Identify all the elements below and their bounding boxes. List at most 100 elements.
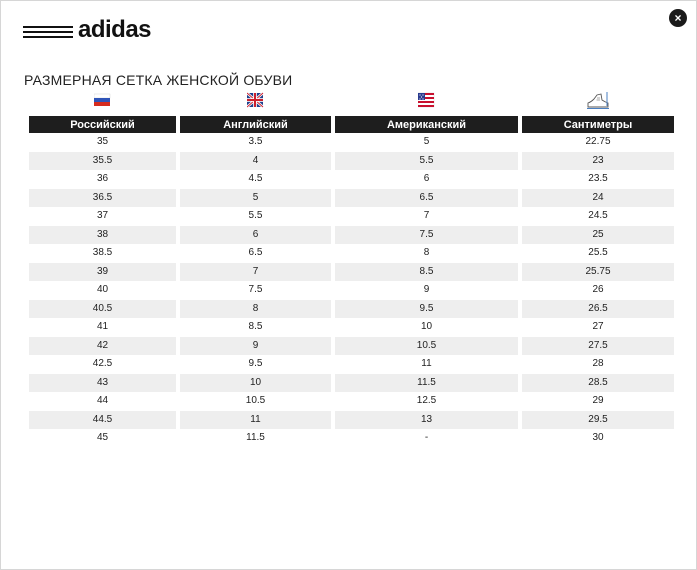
cell-american: 12.5 (416, 395, 437, 406)
column-header-centimeters: Сантиметры (522, 116, 674, 133)
cell-english: 6 (180, 225, 331, 244)
uk-flag-icon (247, 92, 264, 108)
cell-american: 8 (423, 247, 430, 258)
table-row: 35 3.5 5 22.75 (29, 133, 674, 152)
table-row: 44 10.5 12.5 29 (29, 392, 674, 411)
cell-centimeters: 23 (522, 151, 674, 170)
shoe-icon (587, 92, 609, 109)
cell-american: 6.5 (335, 188, 518, 207)
cell-centimeters: 25 (522, 225, 674, 244)
cell-american: 11 (421, 358, 432, 369)
cell-centimeters: 25.5 (588, 247, 608, 258)
table-row: 36 4.5 6 23.5 (29, 170, 674, 189)
cell-russian: 42 (29, 336, 176, 355)
brand-name: adidas (78, 16, 152, 43)
cell-centimeters: 24.5 (588, 210, 608, 221)
cell-english: 8.5 (248, 321, 263, 332)
column-header-american: Американский (335, 116, 518, 133)
cell-english: 7 (180, 262, 331, 281)
cell-russian: 43 (29, 373, 176, 392)
cell-english: 6.5 (248, 247, 263, 258)
cell-english: 9 (180, 336, 331, 355)
cell-russian: 38.5 (92, 247, 113, 258)
cell-english: 5 (180, 188, 331, 207)
cell-american: 13 (335, 410, 518, 429)
table-body: 35 3.5 5 22.75 35.5 4 5.5 23 36 4.5 6 23.5 36.5 5 6.5 2… (29, 133, 674, 448)
table-row: 40 7.5 9 26 (29, 281, 674, 300)
cell-russian: 36 (96, 173, 109, 184)
cell-english: 7.5 (248, 284, 263, 295)
cell-russian: 41 (96, 321, 109, 332)
cell-centimeters: 27.5 (522, 336, 674, 355)
flag-row (29, 92, 674, 112)
russia-flag-icon (94, 93, 111, 106)
column-header-russian: Российский (29, 116, 176, 133)
cell-english: 11 (180, 410, 331, 429)
cell-centimeters: 26 (592, 284, 604, 295)
cell-russian: 35.5 (29, 151, 176, 170)
table-row: 38.5 6.5 8 25.5 (29, 244, 674, 263)
cell-american: 7 (423, 210, 430, 221)
size-table: Российский Английский Американский Санти… (25, 116, 678, 448)
table-row: 39 7 8.5 25.75 (29, 262, 674, 281)
table-row: 40.5 8 9.5 26.5 (29, 299, 674, 318)
cell-centimeters: 25.75 (522, 262, 674, 281)
table-header-row: Российский Английский Американский Санти… (29, 116, 674, 133)
cell-english: 4 (180, 151, 331, 170)
cell-english: 3.5 (248, 136, 263, 147)
cell-american: 9.5 (335, 299, 518, 318)
table-row: 45 11.5 - 30 (29, 429, 674, 448)
cell-american: 5.5 (335, 151, 518, 170)
cell-american: 10 (420, 321, 433, 332)
cell-russian: 35 (96, 136, 109, 147)
page-title: РАЗМЕРНАЯ СЕТКА ЖЕНСКОЙ ОБУВИ (24, 72, 293, 88)
cell-english: 4.5 (248, 173, 263, 184)
table-row: 42 9 10.5 27.5 (29, 336, 674, 355)
cell-russian: 44 (96, 395, 109, 406)
close-button[interactable]: × (669, 9, 687, 27)
cell-russian: 40.5 (29, 299, 176, 318)
cell-russian: 45 (96, 432, 109, 443)
cell-russian: 36.5 (29, 188, 176, 207)
cell-centimeters: 29 (592, 395, 604, 406)
cell-russian: 40 (96, 284, 109, 295)
table-row: 36.5 5 6.5 24 (29, 188, 674, 207)
table-row: 42.5 9.5 11 28 (29, 355, 674, 374)
cell-centimeters: 22.75 (585, 136, 611, 147)
cell-english: 9.5 (248, 358, 263, 369)
table-row: 37 5.5 7 24.5 (29, 207, 674, 226)
column-header-english: Английский (180, 116, 331, 133)
cell-russian: 37 (96, 210, 109, 221)
cell-russian: 38 (29, 225, 176, 244)
table-row: 35.5 4 5.5 23 (29, 151, 674, 170)
cell-american: - (424, 432, 429, 443)
table-row: 44.5 11 13 29.5 (29, 410, 674, 429)
cell-russian: 44.5 (29, 410, 176, 429)
cell-english: 5.5 (248, 210, 263, 221)
cell-english: 11.5 (246, 432, 265, 443)
cell-centimeters: 30 (592, 432, 604, 443)
adidas-stripes-icon (23, 25, 73, 38)
cell-centimeters: 29.5 (522, 410, 674, 429)
table-row: 43 10 11.5 28.5 (29, 373, 674, 392)
cell-english: 8 (180, 299, 331, 318)
cell-american: 8.5 (335, 262, 518, 281)
cell-american: 7.5 (335, 225, 518, 244)
cell-russian: 39 (29, 262, 176, 281)
cell-english: 10.5 (245, 395, 266, 406)
cell-centimeters: 26.5 (522, 299, 674, 318)
cell-english: 10 (180, 373, 331, 392)
cell-centimeters: 24 (522, 188, 674, 207)
table-row: 41 8.5 10 27 (29, 318, 674, 337)
cell-centimeters: 28 (592, 358, 604, 369)
cell-american: 5 (423, 136, 430, 147)
cell-russian: 42.5 (92, 358, 113, 369)
cell-centimeters: 28.5 (522, 373, 674, 392)
cell-american: 11.5 (335, 373, 518, 392)
cell-centimeters: 23.5 (588, 173, 608, 184)
adidas-logo: adidas (23, 16, 152, 43)
cell-american: 6 (423, 173, 430, 184)
cell-centimeters: 27 (592, 321, 604, 332)
usa-flag-icon (418, 92, 435, 108)
